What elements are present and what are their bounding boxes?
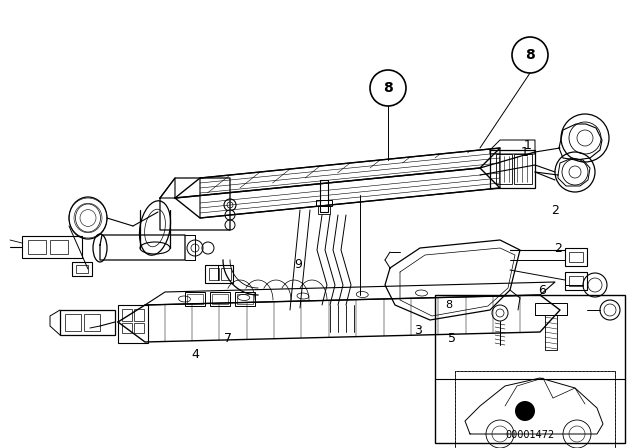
Bar: [134, 309, 144, 321]
Bar: [237, 294, 253, 304]
Circle shape: [225, 220, 235, 230]
Bar: [118, 305, 148, 343]
Bar: [235, 292, 255, 306]
Bar: [212, 294, 228, 304]
Circle shape: [515, 401, 535, 421]
Bar: [318, 206, 330, 214]
Text: 5: 5: [448, 332, 456, 345]
Bar: [50, 240, 68, 254]
Bar: [187, 294, 203, 304]
Text: 2: 2: [554, 242, 562, 255]
Text: 8: 8: [445, 300, 452, 310]
Bar: [316, 200, 332, 206]
Bar: [490, 150, 535, 188]
Bar: [569, 276, 583, 286]
Bar: [84, 314, 100, 331]
Text: 4: 4: [191, 349, 199, 362]
Bar: [122, 309, 132, 321]
Text: 9: 9: [294, 258, 302, 271]
Bar: [455, 371, 615, 448]
Text: 7: 7: [224, 332, 232, 345]
Bar: [210, 292, 230, 306]
Bar: [535, 303, 567, 315]
Circle shape: [225, 210, 235, 220]
Text: 8: 8: [525, 48, 535, 62]
Bar: [209, 268, 219, 280]
Bar: [455, 371, 615, 448]
Bar: [134, 323, 144, 333]
Text: 8: 8: [383, 81, 393, 95]
Text: 1: 1: [521, 146, 529, 159]
Bar: [65, 314, 81, 331]
Bar: [185, 292, 205, 306]
Bar: [205, 265, 233, 283]
Bar: [72, 262, 92, 276]
Text: 1: 1: [524, 138, 532, 151]
Bar: [60, 310, 115, 335]
Bar: [435, 295, 625, 443]
Bar: [28, 240, 46, 254]
Circle shape: [224, 199, 236, 211]
Bar: [496, 154, 512, 184]
Bar: [122, 323, 132, 333]
Bar: [320, 180, 328, 212]
Bar: [565, 272, 587, 290]
Bar: [514, 154, 532, 184]
Text: 00001472: 00001472: [506, 430, 555, 440]
Text: 6: 6: [538, 284, 546, 297]
Bar: [221, 268, 231, 280]
Text: 2: 2: [551, 203, 559, 216]
Bar: [22, 236, 82, 258]
Text: 3: 3: [414, 323, 422, 336]
Bar: [565, 248, 587, 266]
Bar: [76, 265, 88, 273]
Bar: [545, 315, 557, 350]
Bar: [569, 252, 583, 262]
